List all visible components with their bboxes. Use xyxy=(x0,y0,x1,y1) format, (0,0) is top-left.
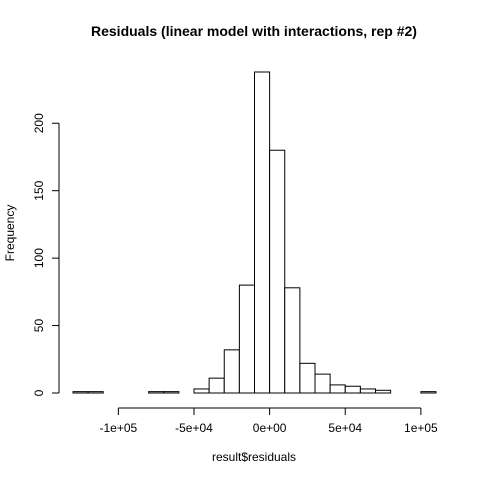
histogram-bar xyxy=(163,391,180,394)
histogram-bar xyxy=(375,389,392,394)
x-axis: -1e+05 -5e+04 0e+00 5e+04 1e+05 xyxy=(100,407,438,435)
y-tick-label: 100 xyxy=(32,248,46,268)
histogram-bar xyxy=(329,384,346,394)
x-tick-label: 5e+04 xyxy=(328,421,362,435)
histogram-bar xyxy=(208,377,225,394)
x-axis-label: result$residuals xyxy=(212,450,296,464)
histogram-bar xyxy=(238,284,255,394)
x-tick-label: 0e+00 xyxy=(253,421,287,435)
histogram-bar xyxy=(314,373,331,394)
y-tick-label: 200 xyxy=(32,113,46,133)
histogram-bar xyxy=(420,391,437,394)
bars-group xyxy=(72,71,437,394)
histogram-bar xyxy=(193,388,210,394)
histogram-bar xyxy=(72,391,89,394)
histogram-bar xyxy=(87,391,104,394)
histogram-bar xyxy=(254,71,271,394)
x-tick-label: -5e+04 xyxy=(175,421,213,435)
histogram-bar xyxy=(299,362,316,394)
histogram-bar xyxy=(284,287,301,394)
histogram-bar xyxy=(344,385,361,394)
y-axis: 0 50 100 150 200 xyxy=(32,113,60,396)
x-tick-label: 1e+05 xyxy=(404,421,438,435)
y-tick-label: 50 xyxy=(32,319,46,333)
histogram-bar xyxy=(223,349,240,394)
y-tick-label: 150 xyxy=(32,180,46,200)
x-tick-label: -1e+05 xyxy=(100,421,138,435)
chart-title: Residuals (linear model with interaction… xyxy=(91,23,417,39)
histogram-bar xyxy=(148,391,165,394)
y-axis-label: Frequency xyxy=(3,205,17,262)
y-tick-label: 0 xyxy=(32,389,46,396)
histogram-bar xyxy=(269,149,286,394)
histogram-bar xyxy=(359,388,376,394)
